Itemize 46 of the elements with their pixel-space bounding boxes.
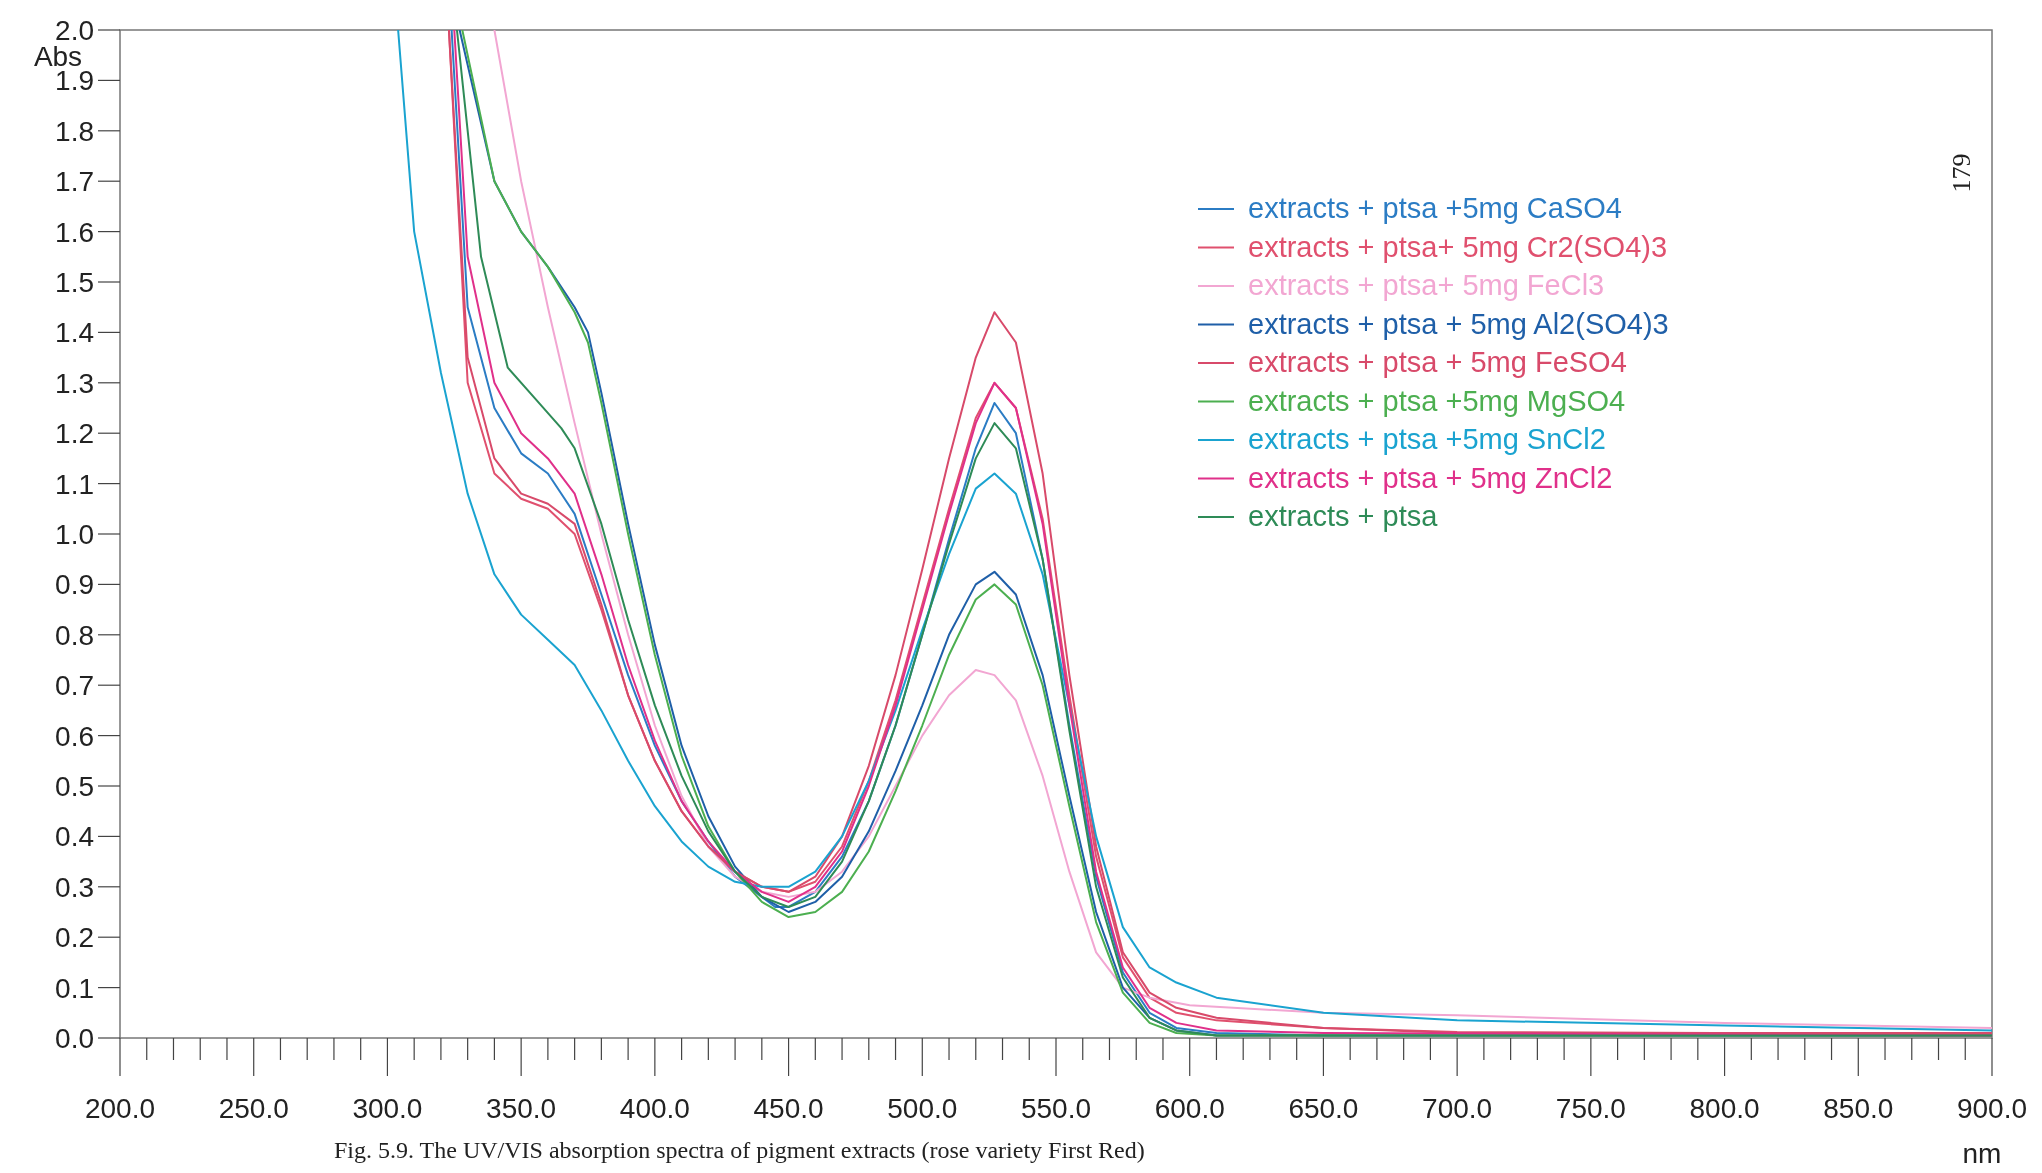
x-tick-label: 200.0 [84,1093,156,1124]
x-tick-label: 750.0 [1555,1093,1626,1124]
y-tick-label: 1.1 [55,468,94,500]
x-tick-label: 600.0 [1154,1093,1225,1124]
caption: Fig. 5.9. The UV/VIS absorption spectra of pigment extracts (rose variety First Red) [334,1137,1145,1163]
legend-label: extracts + ptsa +5mg MgSO4 [1248,384,1626,417]
x-tick-label: 500.0 [887,1093,958,1124]
x-tick-label: 450.0 [753,1093,824,1124]
y-tick-label: 1.3 [55,367,94,399]
legend-label: extracts + ptsa +5mg SnCl2 [1248,423,1606,455]
y-tick-label: 1.5 [55,267,94,298]
legend-label: extracts + ptsa + 5mg ZnCl2 [1248,461,1613,494]
legend-label: extracts + ptsa +5mg CaSO4 [1248,192,1622,224]
y-tick-label: 0.1 [55,972,94,1004]
x-tick-label: 400.0 [619,1093,690,1124]
x-tick-label: 650.0 [1288,1093,1359,1124]
y-tick-label: 0.0 [55,1023,94,1054]
y-tick-label: 1.6 [55,216,94,248]
legend-label: extracts + ptsa + 5mg Al2(SO4)3 [1248,307,1669,340]
x-tick-label: 300.0 [352,1093,423,1124]
y-tick-label: 0.6 [55,720,94,752]
y-tick-label: 1.0 [55,519,94,550]
y-tick-label: 0.7 [55,670,94,702]
y-tick-label: 1.8 [55,115,94,147]
legend-label: extracts + ptsa+ 5mg FeCl3 [1248,269,1605,301]
x-tick-label: 850.0 [1823,1093,1894,1124]
y-tick-label: 0.3 [55,871,94,903]
y-tick-label: 0.9 [55,569,94,601]
x-tick-label: 900.0 [1956,1093,2028,1124]
x-tick-label: 700.0 [1422,1093,1493,1124]
x-tick-label: 550.0 [1020,1093,1092,1124]
y-tick-label: 0.5 [55,771,94,802]
y-tick-label: 0.8 [55,619,94,651]
legend-label: extracts + ptsa + 5mg FeSO4 [1248,346,1627,378]
x-tick-label: 250.0 [218,1093,289,1124]
y-tick-label: 1.7 [55,166,94,198]
y-tick-label: 1.4 [55,317,94,349]
x-tick-label: 800.0 [1689,1093,1760,1124]
x-tick-label: 350.0 [486,1093,557,1124]
y-tick-label: 0.4 [55,821,94,853]
legend-label: extracts + ptsa [1248,500,1439,532]
y-tick-label: 1.2 [55,418,94,450]
y-tick-label: 0.2 [55,922,94,954]
annotation: 179 [1947,153,1976,193]
x-axis-title: nm [1962,1138,2002,1169]
legend-label: extracts + ptsa+ 5mg Cr2(SO4)3 [1248,230,1668,263]
